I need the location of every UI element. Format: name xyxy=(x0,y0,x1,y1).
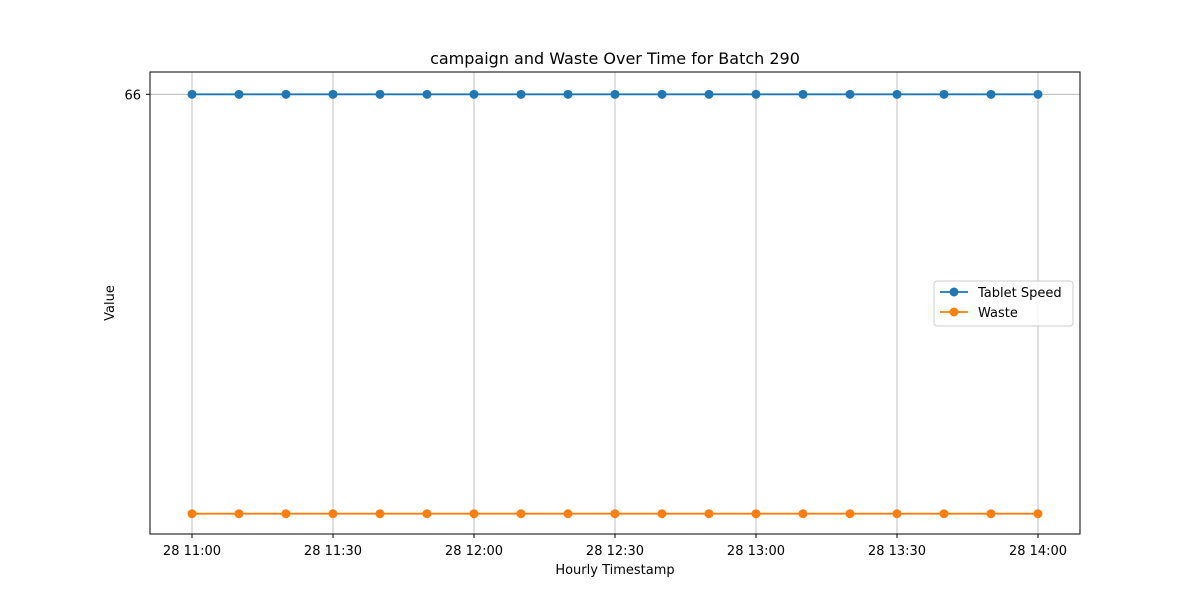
data-point xyxy=(422,89,432,99)
x-tick-label: 28 11:00 xyxy=(163,544,221,559)
series-1 xyxy=(187,89,1043,99)
data-point xyxy=(751,89,761,99)
data-point xyxy=(563,89,573,99)
data-point xyxy=(798,509,808,519)
data-point xyxy=(657,509,667,519)
data-point xyxy=(234,509,244,519)
data-point xyxy=(234,89,244,99)
chart-title: campaign and Waste Over Time for Batch 2… xyxy=(430,49,800,68)
data-point xyxy=(328,509,338,519)
data-point xyxy=(704,509,714,519)
x-tick-label: 28 12:30 xyxy=(586,544,644,559)
y-tick-label: 66 xyxy=(124,88,141,103)
x-tick-label: 28 14:00 xyxy=(1009,544,1067,559)
data-point xyxy=(986,89,996,99)
series-layer xyxy=(187,89,1043,519)
data-point xyxy=(469,509,479,519)
data-point xyxy=(375,509,385,519)
data-point xyxy=(845,509,855,519)
y-axis: 66 xyxy=(124,88,150,103)
x-tick-label: 28 11:30 xyxy=(304,544,362,559)
data-point xyxy=(281,509,291,519)
data-point xyxy=(563,509,573,519)
data-point xyxy=(986,509,996,519)
data-point xyxy=(422,509,432,519)
data-point xyxy=(281,89,291,99)
data-point xyxy=(187,509,197,519)
data-point xyxy=(516,89,526,99)
data-point xyxy=(657,89,667,99)
legend-frame xyxy=(933,280,1074,327)
data-point xyxy=(751,509,761,519)
legend-marker xyxy=(949,287,959,297)
data-point xyxy=(1033,89,1043,99)
data-point xyxy=(1033,509,1043,519)
legend-label: Waste xyxy=(978,306,1018,321)
x-axis: 28 11:00 28 11:30 28 12:00 28 12:30 28 13:00… xyxy=(163,534,1067,559)
x-tick-label: 28 12:00 xyxy=(445,544,503,559)
data-point xyxy=(892,89,902,99)
data-point xyxy=(375,89,385,99)
data-point xyxy=(516,509,526,519)
x-tick-label: 28 13:00 xyxy=(727,544,785,559)
data-point xyxy=(328,89,338,99)
x-axis-label: Hourly Timestamp xyxy=(555,563,674,578)
data-point xyxy=(704,89,714,99)
data-point xyxy=(845,89,855,99)
data-point xyxy=(892,509,902,519)
data-point xyxy=(939,509,949,519)
y-axis-label: Value xyxy=(103,285,118,321)
series-2 xyxy=(187,509,1043,519)
legend-marker xyxy=(949,307,959,317)
x-tick-label: 28 13:30 xyxy=(868,544,926,559)
data-point xyxy=(610,89,620,99)
data-point xyxy=(469,89,479,99)
data-point xyxy=(798,89,808,99)
data-point xyxy=(939,89,949,99)
legend-label: Tablet Speed xyxy=(977,286,1062,301)
data-point xyxy=(187,89,197,99)
data-point xyxy=(610,509,620,519)
legend: Tablet Speed Waste xyxy=(933,280,1074,327)
